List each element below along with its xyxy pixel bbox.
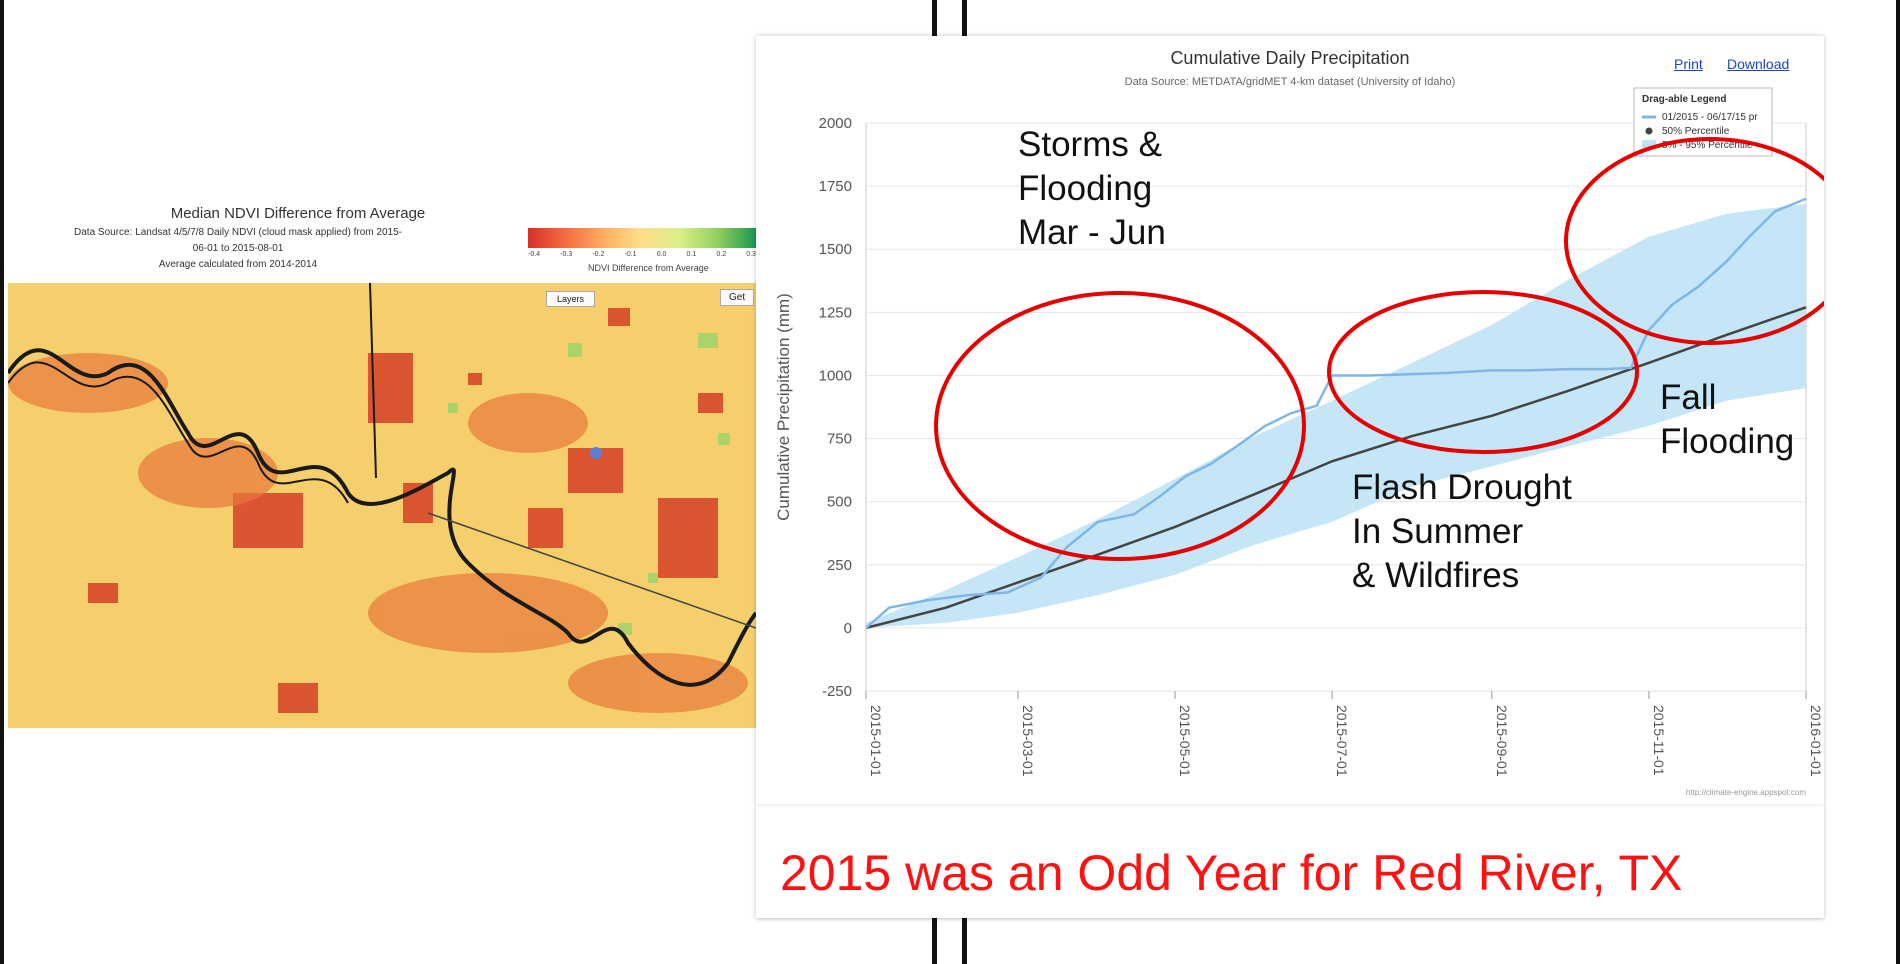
x-tick-label: 2015-01-01 <box>868 705 884 777</box>
download-link[interactable]: Download <box>1727 56 1790 72</box>
annotation-storms: Storms & Flooding Mar - Jun <box>1018 125 1166 252</box>
get-button[interactable]: Get <box>720 289 755 306</box>
ellipse-drought <box>1327 290 1639 454</box>
x-tick-label: 2015-03-01 <box>1020 705 1036 777</box>
frame-line-center-1 <box>932 0 937 36</box>
map-source: Data Source: Landsat 4/5/7/8 Daily NDVI … <box>28 225 448 273</box>
x-tick-label: 2016-01-01 <box>1808 705 1824 777</box>
x-tick-label: 2015-05-01 <box>1177 705 1193 777</box>
y-tick-label: 1000 <box>819 367 852 384</box>
chart-footer: http://climate-engine.appspot.com <box>1685 788 1806 797</box>
colorbar-tick: -0.3 <box>560 251 573 258</box>
map-title: Median NDVI Difference from Average <box>170 205 426 222</box>
ndvi-map-graphic <box>8 283 756 728</box>
map-source-line-2: 06-01 to 2015-08-01 <box>192 243 284 254</box>
colorbar-tick: 0.1 <box>686 251 697 258</box>
colorbar-label: NDVI Difference from Average <box>588 263 709 273</box>
annotation-fall-flooding: Fall Flooding <box>1660 378 1795 461</box>
frame-line-center-3 <box>932 918 937 964</box>
colorbar-tick: 0.3 <box>746 251 756 258</box>
precipitation-chart-panel: -250 0 250 500 750 1000 1250 1500 1750 2000 2015-0… <box>756 36 1824 806</box>
y-tick-label: 2000 <box>819 115 852 132</box>
layers-button[interactable]: Layers <box>546 291 596 307</box>
legend-swatch-band <box>1642 140 1656 149</box>
x-tick-label: 2015-11-01 <box>1651 705 1667 776</box>
y-tick-label: -250 <box>822 683 852 700</box>
ellipse-storms <box>934 291 1306 561</box>
y-tick-label: 750 <box>827 431 852 448</box>
frame-line-right <box>1896 0 1900 964</box>
colorbar-tick: 0.0 <box>656 251 667 258</box>
x-tick-label: 2015-07-01 <box>1334 705 1350 777</box>
print-link[interactable]: Print <box>1674 56 1703 72</box>
y-tick-label: 250 <box>827 557 852 574</box>
y-tick-label: 1250 <box>819 304 852 321</box>
ellipse-fall <box>1564 137 1824 345</box>
y-axis-label: Cumulative Precipitation (mm) <box>774 293 793 521</box>
ndvi-colorbar <box>528 228 756 248</box>
colorbar-tick: -0.1 <box>624 251 637 258</box>
map-source-line-1: Data Source: Landsat 4/5/7/8 Daily NDVI … <box>74 227 402 238</box>
chart-title: Cumulative Daily Precipitation <box>1170 48 1410 68</box>
frame-line-left <box>0 0 4 964</box>
frame-line-center-2 <box>962 0 967 36</box>
legend-entry: 50% Percentile <box>1662 126 1730 137</box>
map-source-line-3: Average calculated from 2014-2014 <box>158 259 318 270</box>
chart-subtitle: Data Source: METDATA/gridMET 4-km datase… <box>1124 76 1456 88</box>
legend-title: Drag-able Legend <box>1642 94 1726 105</box>
colorbar-tick: -0.2 <box>592 251 605 258</box>
colorbar-ticks: -0.4 -0.3 -0.2 -0.1 0.0 0.1 0.2 0.3 <box>528 251 756 258</box>
legend-swatch-median <box>1645 127 1653 135</box>
legend-entry: 01/2015 - 06/17/15 pr <box>1662 112 1758 123</box>
precipitation-chart: -250 0 250 500 750 1000 1250 1500 1750 2000 2015-0… <box>774 87 1824 777</box>
x-tick-label: 2015-09-01 <box>1494 705 1510 777</box>
colorbar-tick: 0.2 <box>716 251 727 258</box>
median-line <box>865 306 1807 630</box>
y-tick-label: 500 <box>827 494 852 511</box>
y-tick-label: 1500 <box>819 241 852 258</box>
ndvi-map[interactable]: Layers Get <box>8 283 756 728</box>
legend-entry: 5% - 95% Percentile <box>1662 140 1753 151</box>
caption-text: 2015 was an Odd Year for Red River, TX <box>780 845 1683 901</box>
y-tick-label: 1750 <box>819 178 852 195</box>
colorbar-tick: -0.4 <box>528 251 541 258</box>
series-2015-line <box>865 197 1807 629</box>
ndvi-map-panel: Median NDVI Difference from Average Data… <box>8 185 756 728</box>
annotation-flash-drought: Flash Drought In Summer & Wildfires <box>1352 468 1572 595</box>
frame-line-center-4 <box>962 918 967 964</box>
y-tick-label: 0 <box>844 620 852 637</box>
caption-box: 2015 was an Odd Year for Red River, TX <box>756 806 1824 918</box>
